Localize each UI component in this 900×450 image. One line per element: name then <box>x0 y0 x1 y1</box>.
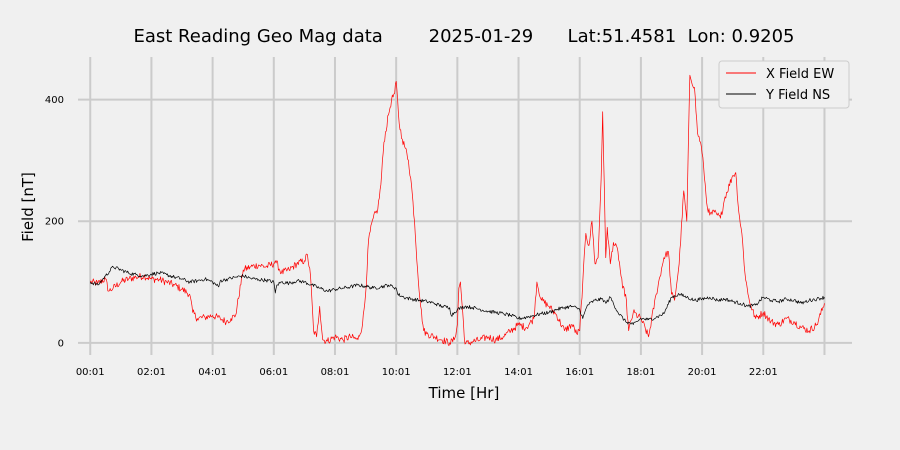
chart-title: East Reading Geo Mag data 2025-01-29 Lat… <box>133 26 794 47</box>
x-tick-label: 06:01 <box>259 367 288 378</box>
legend-label-y-field: Y Field NS <box>765 88 830 103</box>
y-tick-labels: 0 200 400 <box>45 95 64 349</box>
legend-label-x-field: X Field EW <box>766 67 834 82</box>
x-tick-label: 10:01 <box>382 367 411 378</box>
series-lines <box>89 74 825 347</box>
x-tick-label: 22:01 <box>749 367 778 378</box>
x-tick-label: 14:01 <box>504 367 533 378</box>
y-tick-label: 400 <box>45 95 64 106</box>
series-line-y-field <box>89 265 825 325</box>
x-tick-label: 18:01 <box>626 367 655 378</box>
y-axis-label: Field [nT] <box>19 172 37 242</box>
x-tick-label: 04:01 <box>198 367 227 378</box>
x-tick-label: 02:01 <box>137 367 166 378</box>
x-tick-label: 08:01 <box>321 367 350 378</box>
x-axis-label: Time [Hr] <box>428 384 500 402</box>
x-tick-labels: 00:01 02:01 04:01 06:01 08:01 10:01 12:01 14:01… <box>76 367 778 378</box>
y-tick-label: 200 <box>45 217 64 228</box>
x-tick-label: 12:01 <box>443 367 472 378</box>
legend: X Field EW Y Field NS <box>718 60 850 109</box>
x-tick-label: 16:01 <box>565 367 594 378</box>
y-tick-label: 0 <box>58 338 64 349</box>
x-tick-label: 20:01 <box>688 367 717 378</box>
series-line-x-field <box>89 74 825 347</box>
x-tick-label: 00:01 <box>76 367 105 378</box>
